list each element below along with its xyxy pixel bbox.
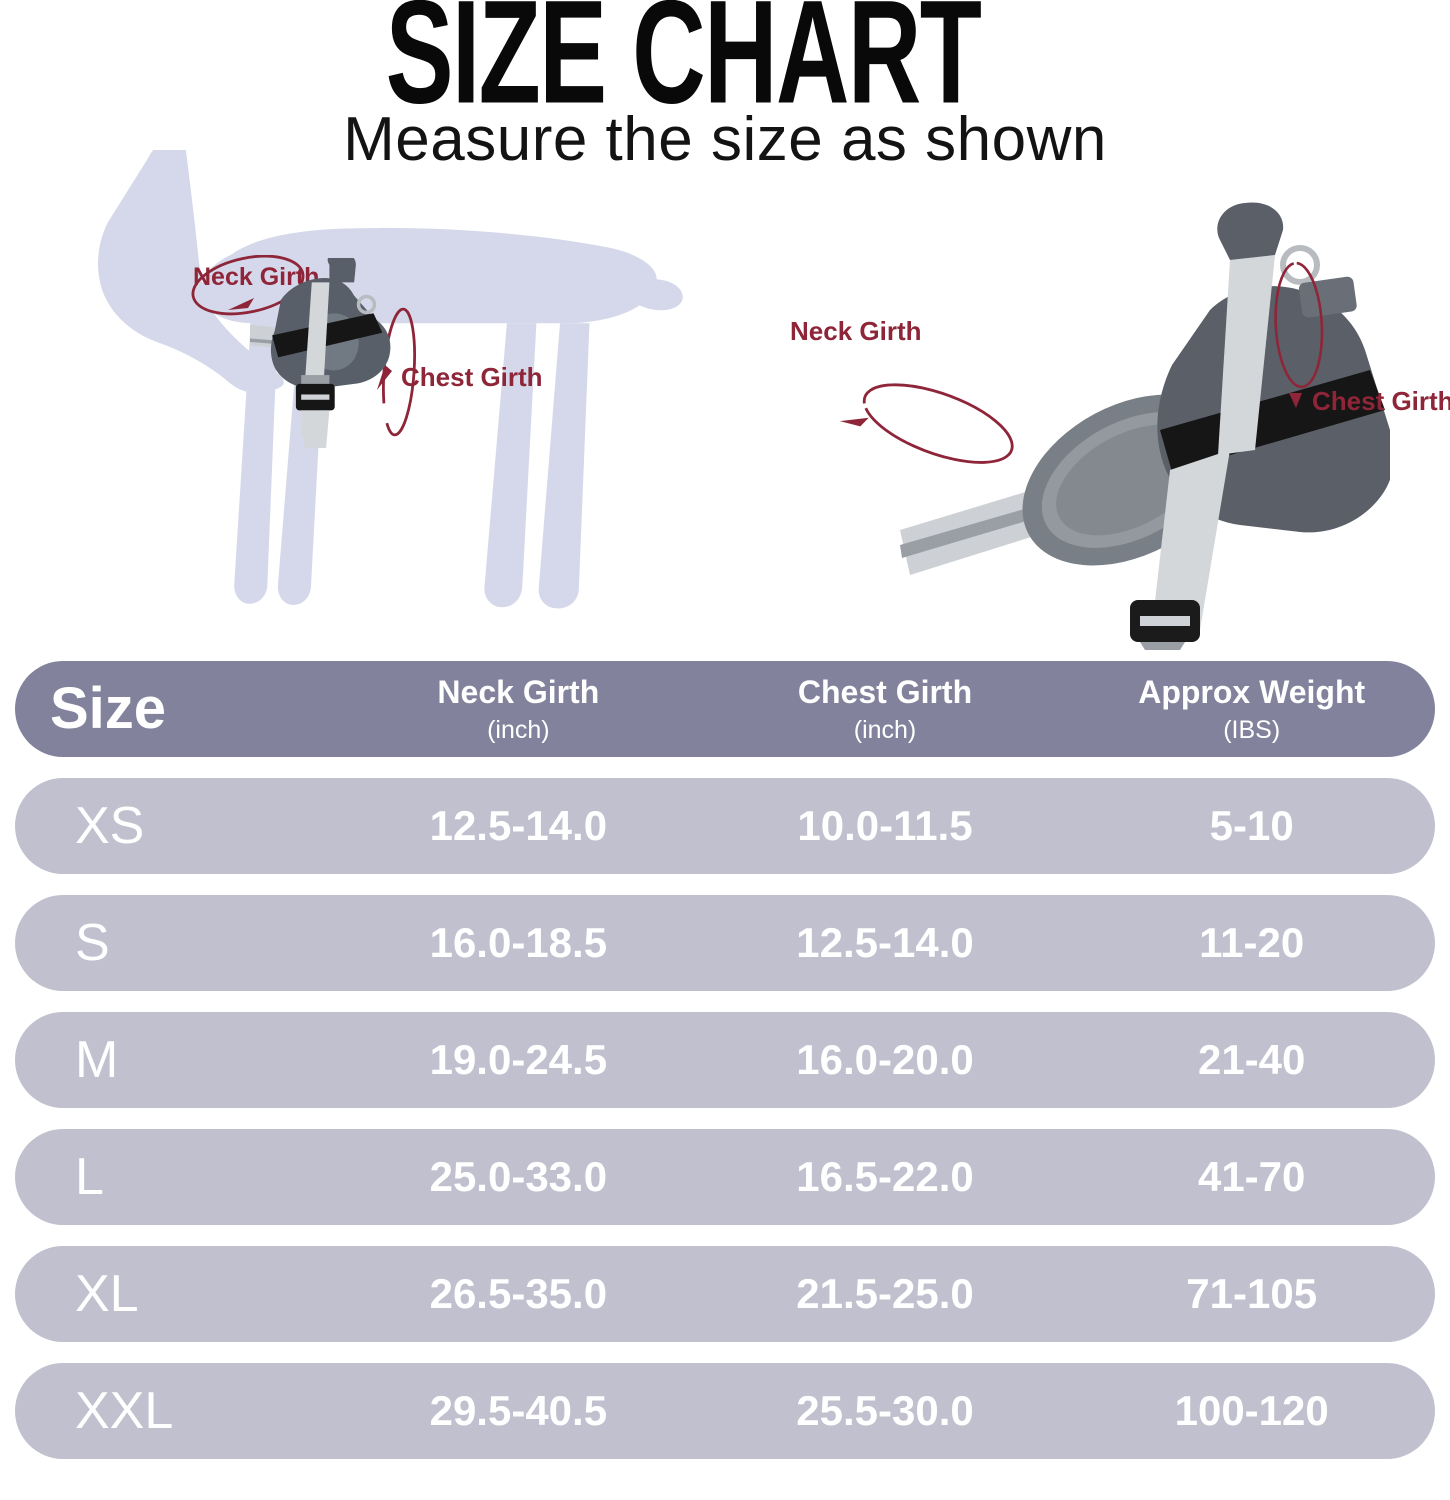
svg-text:Neck Girth: Neck Girth (790, 316, 922, 346)
svg-text:Chest Girth: Chest Girth (401, 362, 543, 392)
svg-text:Chest Girth: Chest Girth (1312, 386, 1450, 416)
